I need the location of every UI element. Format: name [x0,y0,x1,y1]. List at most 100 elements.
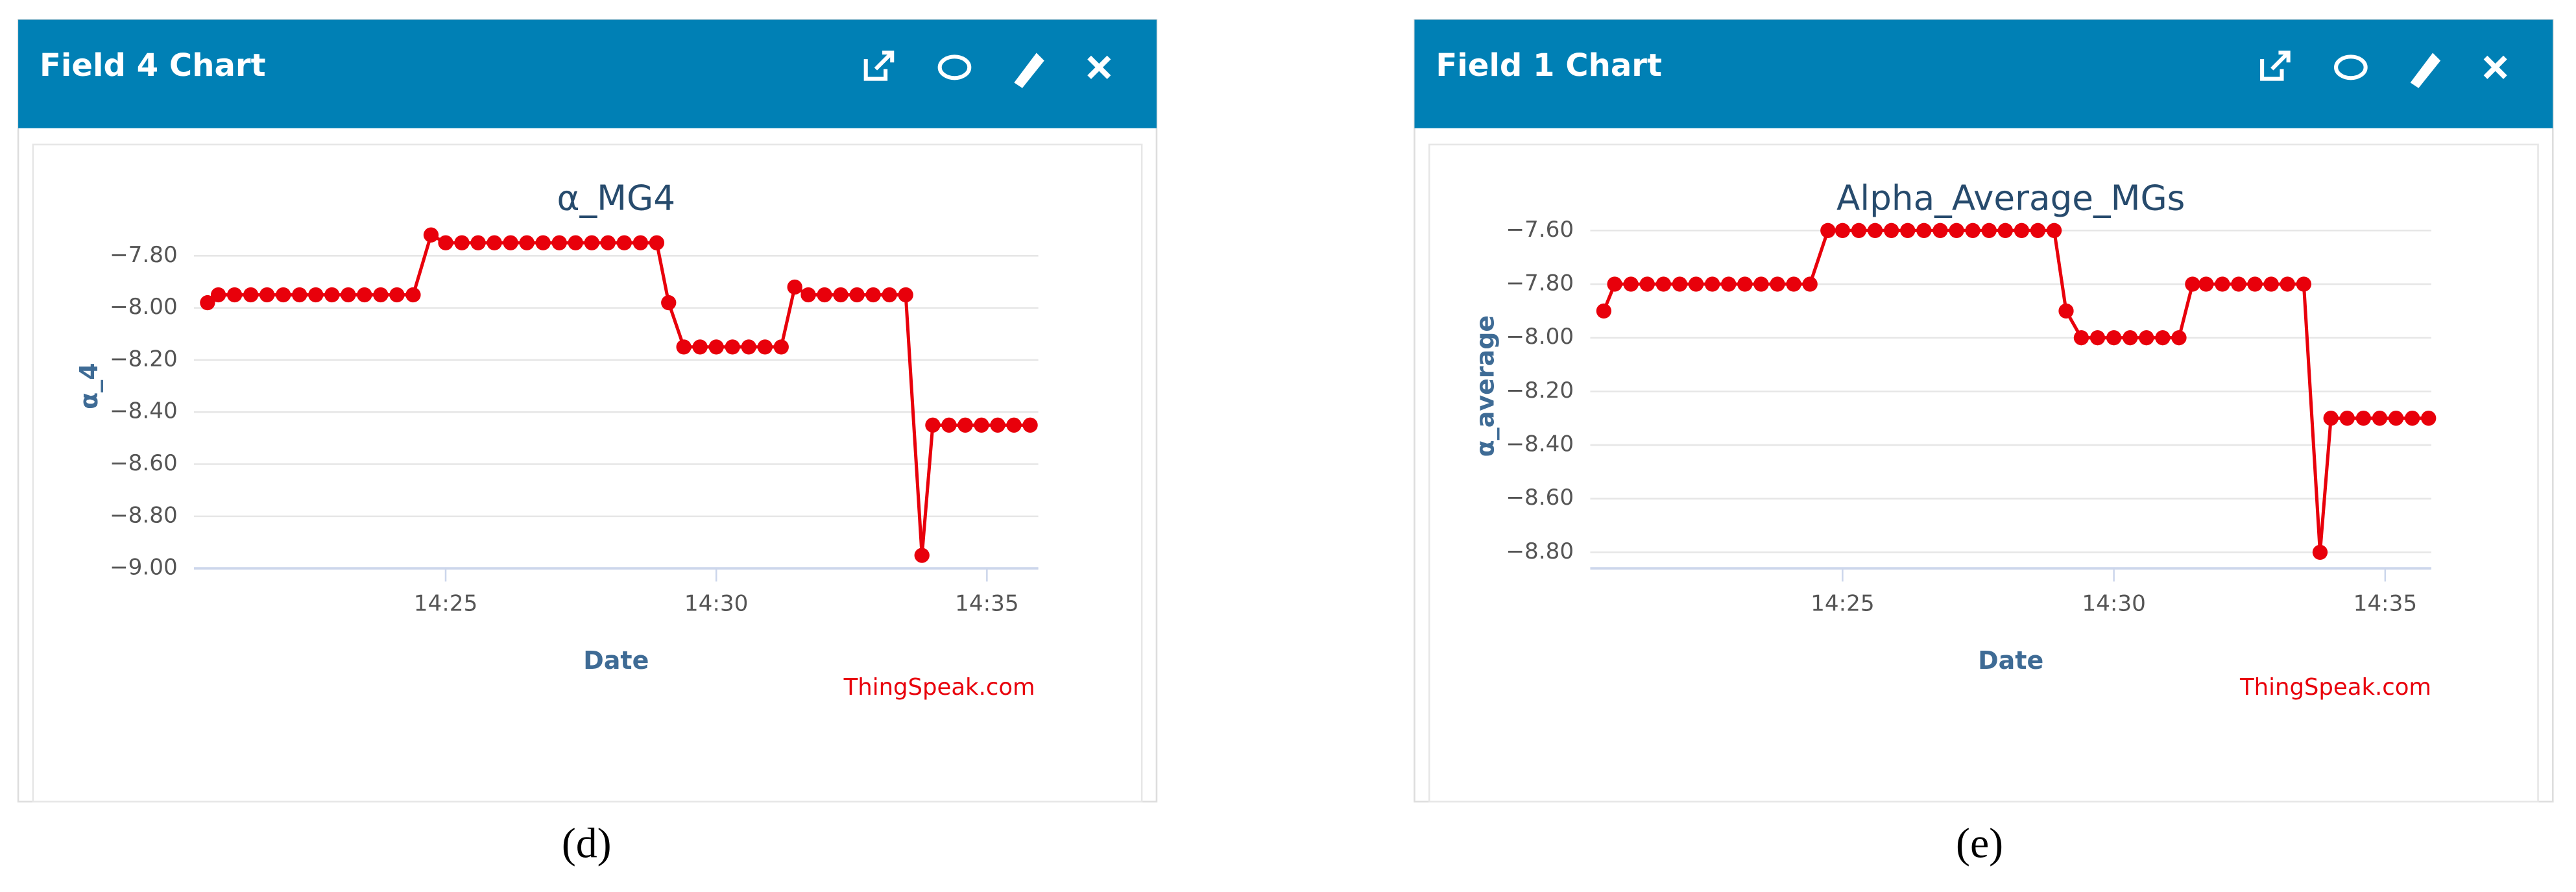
panel-title: Field 1 Chart [1436,47,1662,84]
data-point [1884,223,1899,238]
data-point [1596,303,1611,319]
header-icons [863,50,1111,88]
data-point [2263,276,2279,292]
y-axis-title: α_average [1471,315,1499,457]
data-point [1786,276,1801,292]
comment-icon[interactable] [2334,54,2368,80]
data-point [1802,276,1818,292]
data-point [757,339,773,355]
data-point [226,287,243,303]
data-point [454,235,470,250]
data-point [503,235,518,250]
open-icon[interactable] [2260,50,2291,81]
close-icon[interactable] [2483,55,2507,79]
y-tick-label: −7.80 [1506,271,1574,296]
open-icon[interactable] [863,50,895,81]
data-point [1623,276,1639,292]
edit-icon[interactable] [1014,53,1044,88]
data-point [243,287,259,303]
chart-card [32,143,1143,802]
data-point [276,287,291,303]
data-point [649,235,665,250]
x-tick-label: 14:25 [414,590,477,616]
data-point [2323,411,2339,426]
header-icons [2260,50,2507,88]
data-point [438,235,453,250]
data-point [692,339,708,355]
data-point [833,287,849,303]
data-point [1997,223,2013,238]
data-point [2421,411,2437,426]
data-point [551,235,567,250]
edit-icon[interactable] [2410,53,2441,88]
panel-title: Field 4 Chart [40,47,266,84]
panel: Field 1 Chart ThingSpeak.com (e) [1414,19,2554,867]
data-point [2089,330,2106,346]
data-point [600,235,616,250]
data-point [2058,303,2074,319]
data-point [2339,411,2355,426]
y-tick-label: −8.60 [110,450,178,476]
data-point [2215,276,2230,292]
data-point [787,279,802,295]
y-tick-label: −8.20 [1506,378,1574,404]
data-point [373,287,389,303]
data-point [2280,276,2295,292]
chart-title: Alpha_Average_MGs [1836,178,2185,219]
data-point [2046,223,2062,238]
data-point [1770,276,1785,292]
caption: (e) [1956,820,2003,867]
chart-card [1428,143,2539,802]
data-point [1639,276,1655,292]
data-point [2106,330,2122,346]
data-point [882,287,897,303]
data-point [308,287,324,303]
data-point [2139,330,2154,346]
data-point [974,417,989,433]
y-tick-label: −9.00 [110,555,178,581]
data-point [661,295,677,311]
data-point [1607,276,1622,292]
data-point [1965,223,1980,238]
data-point [941,417,957,433]
comment-icon[interactable] [937,54,972,80]
y-tick-label: −8.00 [1506,324,1574,350]
data-point [324,287,340,303]
data-point [1753,276,1769,292]
data-point [1672,276,1688,292]
data-point [741,339,756,355]
data-point [1704,276,1720,292]
caption: (d) [562,820,612,867]
data-point [1022,417,1038,433]
y-tick-label: −8.60 [1506,485,1574,511]
data-point [1916,223,1932,238]
y-tick-label: −7.80 [110,242,178,268]
y-tick-label: −8.40 [1506,431,1574,457]
close-icon[interactable] [1087,55,1111,79]
data-point [1737,276,1753,292]
data-point [2231,276,2246,292]
data-point [2198,276,2214,292]
y-axis-title: α_4 [75,363,103,409]
x-tick-label: 14:35 [2353,590,2417,616]
data-point [389,287,405,303]
x-tick-label: 14:30 [684,590,748,616]
data-point [2155,330,2171,346]
data-point [2123,330,2138,346]
data-point [616,235,632,250]
data-point [470,235,486,250]
data-point [210,287,226,303]
data-point [423,227,439,243]
data-point [1900,223,1916,238]
y-tick-label: −7.60 [1506,217,1574,243]
data-point [2388,411,2404,426]
x-axis-title: Date [583,646,649,675]
data-point [925,417,941,433]
data-point [259,287,275,303]
data-point [1688,276,1704,292]
data-point [676,339,692,355]
x-tick-label: 14:35 [955,590,1018,616]
data-point [535,235,551,250]
data-point [1006,417,1022,433]
